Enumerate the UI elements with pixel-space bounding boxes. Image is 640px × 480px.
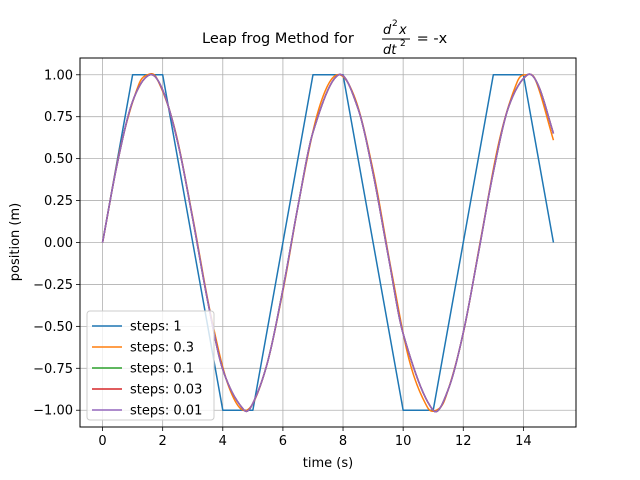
title-denominator-base: dt [383,43,397,58]
x-tick-label: 2 [159,434,167,449]
y-tick-label: 0.00 [44,236,73,251]
title-numerator-exp: 2 [392,19,398,29]
y-axis-label: position (m) [8,203,23,281]
x-axis-label: time (s) [303,456,353,471]
legend-label: steps: 0.01 [130,404,202,419]
series-line-5 [101,73,555,413]
y-tick-label: 0.50 [44,152,73,167]
x-tick-label: 14 [515,434,532,449]
series-lines [101,73,555,413]
title-denominator-exp: 2 [400,39,406,49]
legend-box [86,310,215,421]
title-numerator-var: x [398,23,407,38]
legend-items: steps: 1 steps: 0.3 steps: 0.1 steps: 0.03 s… [92,320,202,419]
series-line-1 [101,74,555,411]
legend-label: steps: 0.03 [130,383,202,398]
x-tick-label: 6 [279,434,287,449]
y-tick-label: −1.00 [33,404,73,419]
y-tick-label: −0.50 [33,320,73,335]
legend-label: steps: 0.1 [130,362,194,377]
x-tick-label: 8 [339,434,347,449]
title-suffix: = -x [412,31,448,47]
axis-ticks: 0 2 4 6 8 10 12 14 −1.00 −0.75 −0.50 −0.25 0.00 0.25 0… [33,68,532,449]
chart-title: Leap frog Method for d 2 x dt 2 = -x [202,19,448,58]
y-tick-label: −0.75 [33,362,73,377]
x-tick-label: 10 [395,434,412,449]
legend-label: steps: 0.3 [130,341,194,356]
x-tick-label: 0 [98,434,106,449]
y-tick-label: 1.00 [44,68,73,83]
x-tick-label: 4 [219,434,227,449]
title-prefix: Leap frog Method for [202,31,358,47]
y-tick-label: −0.25 [33,278,73,293]
plot-area-frame [79,57,577,428]
legend-label: steps: 1 [130,320,182,335]
y-tick-label: 0.75 [44,110,73,125]
title-numerator-base: d [383,23,392,38]
y-tick-label: 0.25 [44,194,73,209]
legend: steps: 1 steps: 0.3 steps: 0.1 steps: 0.03 s… [86,310,215,421]
x-tick-label: 12 [455,434,472,449]
